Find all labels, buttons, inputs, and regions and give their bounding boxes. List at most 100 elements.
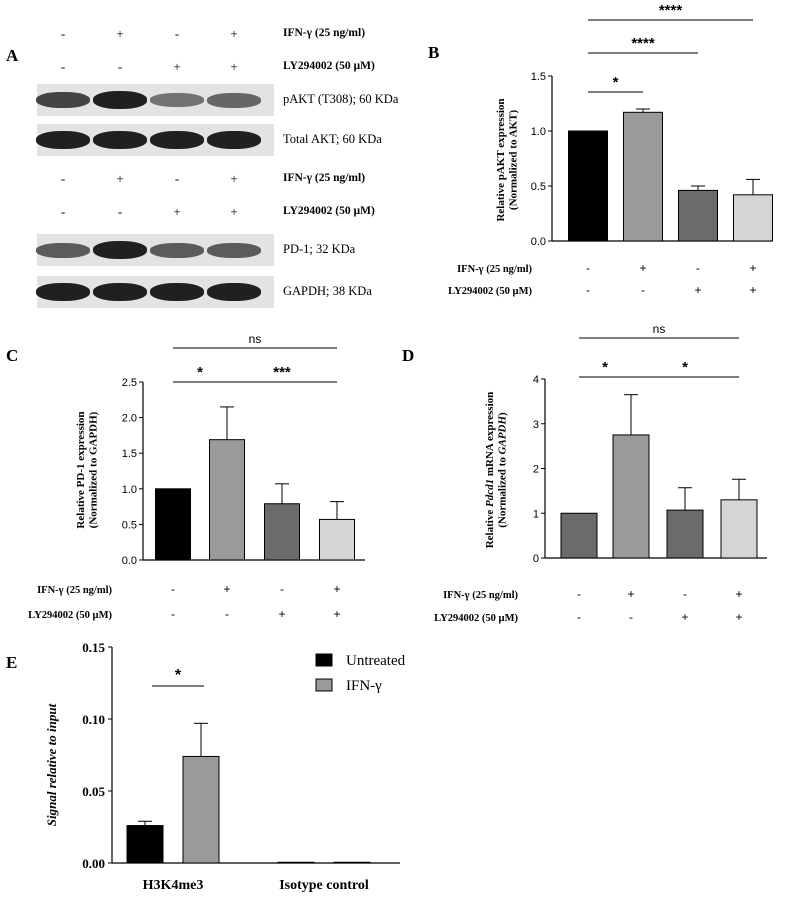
- blot-top-band-label: pAKT (T308); 60 KDa: [283, 92, 399, 106]
- blot-top-treatment-sign: -: [60, 26, 66, 41]
- bar: [568, 130, 608, 242]
- y-tick-label: 1: [533, 508, 539, 520]
- treatment-sign: +: [749, 283, 756, 297]
- y-axis-label-line: Relative Pdcd1 mRNA expression: [484, 392, 496, 549]
- treatment-sign: -: [225, 607, 229, 621]
- y-axis-label-line: (Normalized to AKT): [507, 110, 519, 211]
- blot-top-band: [93, 131, 147, 149]
- treatment-label: IFN-γ (25 ng/ml): [457, 264, 532, 275]
- bar: [733, 194, 773, 242]
- bar: [209, 439, 245, 561]
- blot-bottom-band: [207, 242, 261, 258]
- y-axis-label-line: Relative PD-1 expression: [75, 411, 87, 528]
- x-tick-label: H3K4me3: [143, 878, 204, 893]
- legend-label: IFN-γ: [346, 678, 382, 694]
- blot-bottom-treatment-sign: -: [60, 204, 66, 219]
- legend-label: Untreated: [346, 653, 406, 669]
- blot-top-band: [36, 131, 90, 149]
- y-axis-label: Relative Pdcd1 mRNA expression(Normalize…: [484, 392, 509, 549]
- treatment-sign: +: [681, 610, 688, 624]
- treatment-sign: +: [749, 261, 756, 275]
- blot-top-band: [150, 93, 204, 107]
- chart-e-chip: 0.00 0.05 0.10 0.15 H3K4me3 Isotype control * U…: [44, 640, 406, 893]
- blot-top-band: [36, 92, 90, 108]
- y-tick-label: 0: [533, 553, 539, 565]
- treatment-sign: +: [278, 607, 285, 621]
- treatment-label: LY294002 (50 µM): [448, 286, 532, 297]
- blot-bottom-treatment-label: IFN-γ (25 ng/ml): [283, 172, 366, 184]
- y-axis-label-part: mRNA expression: [484, 392, 496, 479]
- bar-ifn: [333, 861, 371, 864]
- treatment-sign: +: [735, 610, 742, 624]
- treatment-sign: -: [696, 261, 700, 275]
- y-tick-label: 0.5: [122, 519, 137, 531]
- blot-bottom-treatment-sign: +: [173, 204, 181, 219]
- treatment-sign: -: [577, 610, 581, 624]
- blot-bottom-treatment-sign: +: [230, 204, 238, 219]
- y-tick-label: 2: [533, 464, 539, 476]
- blot-bottom-band-label: GAPDH; 38 KDa: [283, 284, 372, 298]
- significance-marker: *: [682, 359, 688, 376]
- blot-top-band: [207, 131, 261, 149]
- y-axis-label-line: (Normalized to GAPDH): [496, 412, 508, 528]
- bar: [720, 499, 758, 559]
- y-tick-label: 0.5: [531, 181, 546, 193]
- blot-bottom-band: [150, 242, 204, 258]
- y-axis-label: Signal relative to input: [44, 703, 59, 826]
- blot-bottom-treatment-sign: -: [117, 204, 123, 219]
- bar: [560, 512, 598, 559]
- significance-marker: *: [613, 74, 619, 91]
- blot-top-treatment-sign: +: [116, 26, 124, 41]
- panel-letter-c: C: [6, 346, 19, 365]
- treatment-label: LY294002 (50 µM): [434, 613, 518, 624]
- panel-letter-b: B: [428, 43, 440, 62]
- blot-bottom-treatment-label: LY294002 (50 µM): [283, 205, 375, 217]
- y-axis-label-part: Pdcd1: [484, 479, 496, 507]
- legend-swatch: [315, 678, 333, 692]
- blot-top-treatment-sign: +: [230, 26, 238, 41]
- treatment-sign: +: [223, 582, 230, 596]
- treatment-sign: -: [171, 582, 175, 596]
- blot-bottom-band: [93, 283, 147, 301]
- blot-bottom-band: [150, 283, 204, 301]
- blot-top-treatment-sign: -: [117, 59, 123, 74]
- significance-marker: *: [175, 667, 182, 684]
- y-axis-label-part: Relative PD-1 expression: [75, 411, 87, 528]
- y-axis-label-part: Relative pAKT expression: [495, 98, 507, 221]
- y-tick-label: 0.0: [122, 555, 137, 567]
- bar: [612, 434, 650, 559]
- blot-bottom-band: [207, 283, 261, 301]
- y-tick-label: 0.00: [82, 856, 105, 871]
- bar: [264, 503, 300, 561]
- treatment-sign: -: [586, 283, 590, 297]
- y-tick-label: 1.5: [531, 71, 546, 83]
- treatment-sign: -: [280, 582, 284, 596]
- treatment-sign: -: [171, 607, 175, 621]
- treatment-sign: +: [333, 607, 340, 621]
- significance-marker: ****: [659, 2, 683, 19]
- blot-top-band-label: Total AKT; 60 KDa: [283, 132, 382, 146]
- bar-untreated: [277, 861, 315, 864]
- blot-bottom-treatment-sign: +: [230, 171, 238, 186]
- y-tick-label: 4: [533, 374, 539, 386]
- x-tick-label: Isotype control: [279, 878, 369, 893]
- blot-top-treatment-label: LY294002 (50 µM): [283, 60, 375, 72]
- treatment-sign: +: [735, 587, 742, 601]
- blot-top-treatment-sign: -: [174, 26, 180, 41]
- y-tick-label: 3: [533, 419, 539, 431]
- y-tick-label: 0.0: [531, 236, 546, 248]
- treatment-label: IFN-γ (25 ng/ml): [37, 585, 112, 596]
- blot-bottom-band: [36, 242, 90, 258]
- bar-untreated: [126, 825, 164, 864]
- blot-top-treatment-sign: -: [60, 59, 66, 74]
- significance-marker: *: [197, 364, 203, 381]
- blot-bottom-treatment-sign: -: [174, 171, 180, 186]
- y-axis-label-part: (Normalized to GAPDH): [87, 411, 99, 528]
- y-axis-label: Relative pAKT expression(Normalized to A…: [495, 98, 520, 221]
- bar: [666, 509, 704, 559]
- blot-bottom-band: [93, 241, 147, 259]
- y-axis-label-part: (Normalized to AKT): [507, 110, 519, 211]
- blot-top-band: [150, 131, 204, 149]
- significance-marker: *: [602, 359, 608, 376]
